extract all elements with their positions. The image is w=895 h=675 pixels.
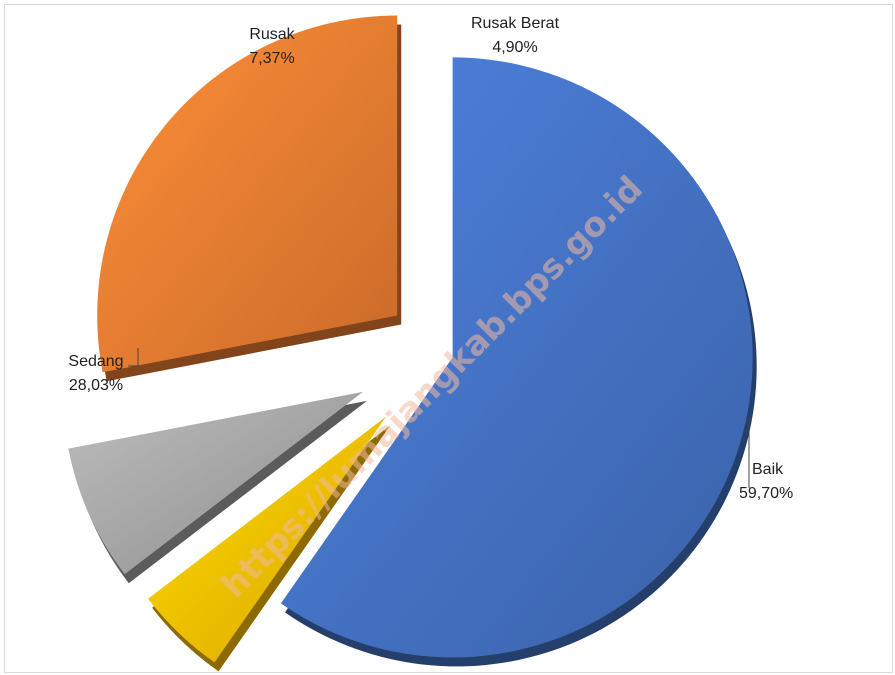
- leader-line: [748, 417, 752, 488]
- data-labels: Baik 59,70% Rusak Berat 4,90% Rusak 7,37% Seda…: [68, 15, 793, 502]
- slice-label: Rusak Berat: [471, 15, 560, 32]
- slice-value-label: 59,70%: [739, 485, 793, 502]
- leader-lines: [128, 348, 752, 488]
- slice-label: Baik: [752, 461, 784, 478]
- pie-slices: [68, 15, 753, 663]
- slice-sedang: [97, 15, 398, 373]
- slice-rusak-berat: [148, 416, 387, 663]
- leader-line: [128, 348, 139, 367]
- slice-rusak: [68, 391, 363, 575]
- slice-baik: [280, 57, 753, 658]
- slice-value-label: 28,03%: [69, 377, 123, 394]
- slice-value-label: 7,37%: [249, 50, 294, 67]
- slice-label: Sedang: [68, 353, 123, 370]
- slice-label: Rusak: [249, 26, 295, 43]
- slice-value-label: 4,90%: [492, 39, 537, 56]
